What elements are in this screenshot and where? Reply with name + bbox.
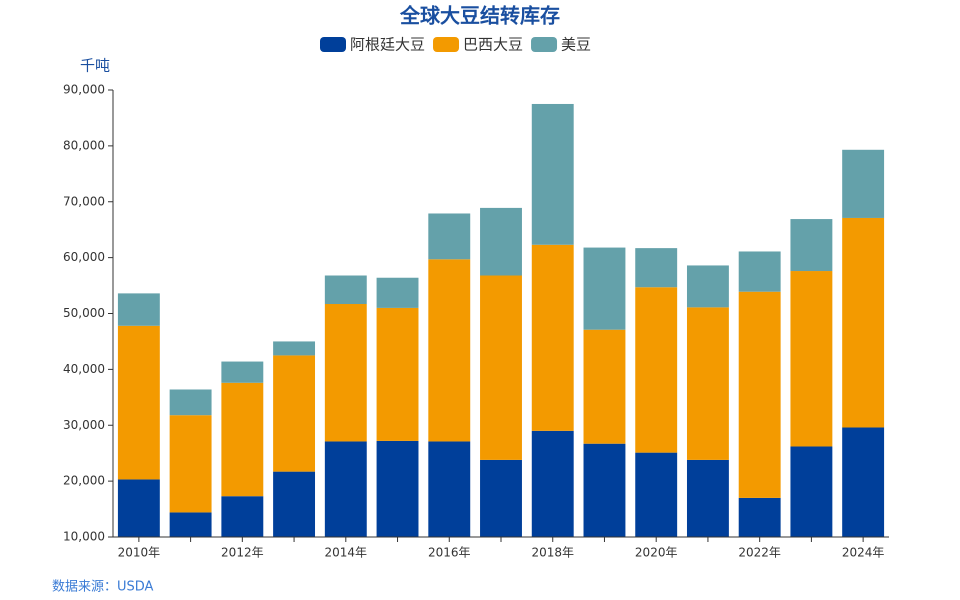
bar-segment bbox=[790, 271, 833, 447]
y-tick-label: 80,000 bbox=[63, 138, 105, 152]
bar-segment bbox=[324, 304, 367, 442]
y-tick-label: 60,000 bbox=[63, 250, 105, 264]
bar-segment bbox=[324, 441, 367, 537]
bar-segment bbox=[273, 471, 316, 537]
legend-label: 巴西大豆 bbox=[463, 36, 523, 54]
bar-segment bbox=[635, 287, 678, 453]
bar-segment bbox=[221, 361, 264, 383]
bar-segment bbox=[790, 219, 833, 272]
y-axis-unit: 千吨 bbox=[80, 57, 110, 75]
source: 数据来源：USDA bbox=[52, 580, 154, 595]
x-tick-label: 2020年 bbox=[635, 546, 678, 560]
bar-segment bbox=[842, 149, 885, 218]
x-tick-label: 2022年 bbox=[738, 546, 781, 560]
bar-segment bbox=[480, 207, 522, 276]
bar-segment bbox=[583, 247, 626, 330]
bar-segment bbox=[531, 244, 574, 431]
bar-segment bbox=[531, 103, 574, 245]
bar-segment bbox=[583, 329, 626, 444]
x-tick-label: 2012年 bbox=[221, 546, 264, 560]
bar-segment bbox=[842, 427, 885, 537]
bar-segment bbox=[273, 341, 316, 356]
bar-segment bbox=[117, 325, 160, 480]
y-tick-label: 10,000 bbox=[63, 530, 105, 544]
bar-segment bbox=[428, 259, 471, 442]
x-tick-label: 2024年 bbox=[842, 546, 885, 560]
y-tick-label: 20,000 bbox=[63, 474, 105, 488]
bar-segment bbox=[273, 355, 316, 472]
bar-segment bbox=[583, 443, 626, 537]
bar-segment bbox=[686, 459, 729, 537]
bar-segment bbox=[531, 430, 574, 537]
bar-segment bbox=[738, 251, 781, 292]
x-tick-label: 2016年 bbox=[428, 546, 471, 560]
bar-segment bbox=[117, 479, 160, 537]
bar-segment bbox=[480, 459, 522, 537]
y-tick-label: 90,000 bbox=[63, 83, 105, 97]
bar-segment bbox=[738, 497, 781, 537]
legend-label: 阿根廷大豆 bbox=[350, 36, 425, 54]
y-tick-label: 30,000 bbox=[63, 418, 105, 432]
y-tick-label: 70,000 bbox=[63, 194, 105, 208]
bar-segment bbox=[635, 248, 678, 288]
bar-segment bbox=[738, 291, 781, 498]
bar-segment bbox=[221, 496, 264, 537]
bar-segment bbox=[169, 389, 212, 416]
bar-segment bbox=[635, 452, 678, 537]
bar-segment bbox=[686, 307, 729, 460]
x-tick-label: 2018年 bbox=[531, 546, 574, 560]
bar-segment bbox=[117, 293, 160, 326]
bar-segment bbox=[376, 307, 419, 441]
bar-segment bbox=[790, 446, 833, 537]
x-tick-label: 2014年 bbox=[325, 546, 368, 560]
bar-segment bbox=[480, 275, 522, 460]
y-tick-label: 40,000 bbox=[63, 362, 105, 376]
bar-segment bbox=[686, 265, 729, 308]
bar-segment bbox=[221, 382, 264, 497]
bar-segment bbox=[376, 440, 419, 537]
legend-swatch bbox=[433, 37, 460, 52]
legend-swatch bbox=[531, 37, 558, 52]
bar-segment bbox=[169, 415, 212, 513]
bar-segment bbox=[324, 275, 367, 305]
chart-title: 全球大豆结转库存 bbox=[399, 4, 560, 28]
x-tick-label: 2010年 bbox=[118, 546, 161, 560]
legend-label: 美豆 bbox=[561, 36, 591, 54]
legend-swatch bbox=[320, 37, 346, 52]
bar-segment bbox=[169, 512, 212, 537]
bar-segment bbox=[842, 217, 885, 428]
bar-segment bbox=[428, 213, 471, 260]
y-tick-label: 50,000 bbox=[63, 306, 105, 320]
bar-segment bbox=[376, 277, 419, 308]
bar-segment bbox=[428, 441, 471, 537]
